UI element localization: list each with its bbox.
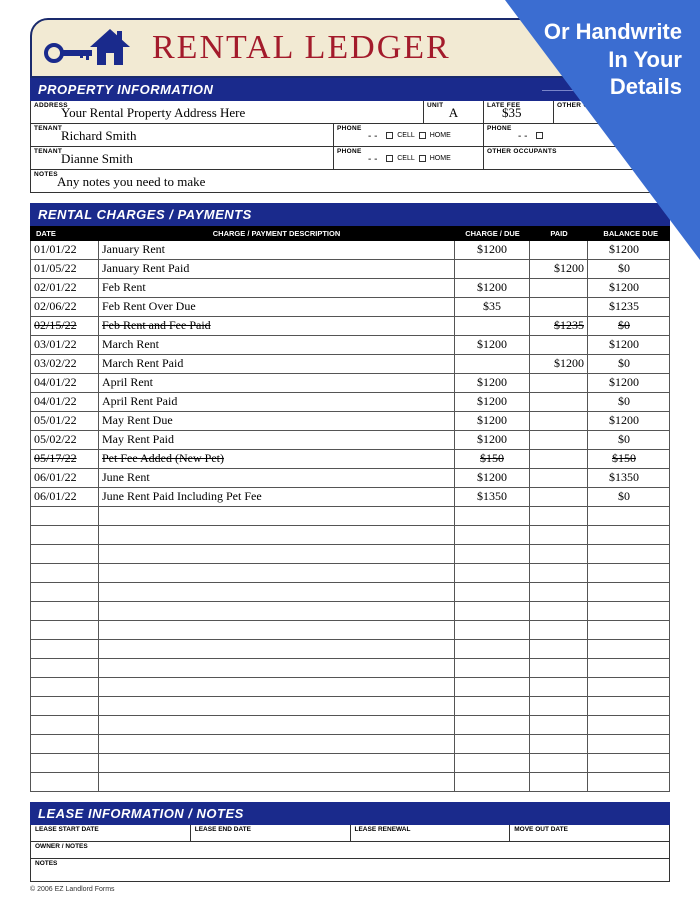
checkbox-cell2[interactable] bbox=[536, 132, 543, 139]
ledger-row: 06/01/22June Rent$1200$1350 bbox=[30, 469, 670, 488]
value-phone3: - - bbox=[368, 154, 377, 165]
value-tenant2: Dianne Smith bbox=[61, 151, 329, 167]
ledger-row-empty bbox=[30, 526, 670, 545]
ledger-row: 05/01/22May Rent Due$1200$1200 bbox=[30, 412, 670, 431]
ledger-row-empty bbox=[30, 716, 670, 735]
label-tenant1: TENANT bbox=[34, 125, 62, 132]
checkbox-home3[interactable] bbox=[419, 155, 426, 162]
ledger-row: 04/01/22April Rent$1200$1200 bbox=[30, 374, 670, 393]
ledger-row: 02/15/22Feb Rent and Fee Paid$1235$0 bbox=[30, 317, 670, 336]
lease-notes: NOTES bbox=[31, 859, 669, 881]
ledger-row-empty bbox=[30, 564, 670, 583]
ledger-row: 02/01/22Feb Rent$1200$1200 bbox=[30, 279, 670, 298]
ledger-row: 03/02/22March Rent Paid$1200$0 bbox=[30, 355, 670, 374]
lease-start: LEASE START DATE bbox=[31, 825, 191, 841]
copyright: © 2006 EZ Landlord Forms bbox=[30, 886, 670, 893]
value-phone2: - - bbox=[518, 131, 527, 142]
ledger-row-empty bbox=[30, 545, 670, 564]
ledger-row-empty bbox=[30, 735, 670, 754]
checkbox-cell1[interactable] bbox=[386, 132, 393, 139]
hdr-balance: BALANCE DUE bbox=[588, 229, 670, 238]
hdr-date: DATE bbox=[30, 229, 98, 238]
label-tenant2: TENANT bbox=[34, 148, 62, 155]
ledger-row: 05/02/22May Rent Paid$1200$0 bbox=[30, 431, 670, 450]
value-phone1: - - bbox=[368, 131, 377, 142]
ledger-row: 03/01/22March Rent$1200$1200 bbox=[30, 336, 670, 355]
ledger-row: 05/17/22Pet Fee Added (New Pet)$150$150 bbox=[30, 450, 670, 469]
section-lease: LEASE INFORMATION / NOTES bbox=[30, 802, 670, 825]
ledger-row: 01/01/22January Rent$1200$1200 bbox=[30, 241, 670, 260]
ledger-row-empty bbox=[30, 507, 670, 526]
property-info-table: ADDRESS Your Rental Property Address Her… bbox=[30, 101, 670, 193]
label-phone3: PHONE bbox=[337, 148, 362, 155]
ledger-row: 01/05/22January Rent Paid$1200$0 bbox=[30, 260, 670, 279]
label-phone2: PHONE bbox=[487, 125, 512, 132]
value-tenant1: Richard Smith bbox=[61, 128, 329, 144]
lease-renewal: LEASE RENEWAL bbox=[351, 825, 511, 841]
value-notes: Any notes you need to make bbox=[57, 174, 665, 190]
ledger-row-empty bbox=[30, 678, 670, 697]
label-occupants: OTHER OCCUPANTS bbox=[487, 148, 557, 155]
label-latefee: LATE FEE bbox=[487, 102, 520, 109]
ledger-row: 06/01/22June Rent Paid Including Pet Fee… bbox=[30, 488, 670, 507]
ledger-row-empty bbox=[30, 602, 670, 621]
page-title: RENTAL LEDGER bbox=[152, 29, 451, 67]
section-charges: RENTAL CHARGES / PAYMENTS bbox=[30, 203, 670, 226]
checkbox-cell3[interactable] bbox=[386, 155, 393, 162]
label-notes: NOTES bbox=[34, 171, 58, 178]
ledger-row: 02/06/22Feb Rent Over Due$35$1235 bbox=[30, 298, 670, 317]
lease-moveout: MOVE OUT DATE bbox=[510, 825, 669, 841]
ledger-row-empty bbox=[30, 773, 670, 792]
ledger-row-empty bbox=[30, 621, 670, 640]
value-address: Your Rental Property Address Here bbox=[61, 105, 419, 121]
lease-owner: OWNER / NOTES bbox=[31, 842, 669, 858]
hdr-charge: CHARGE / DUE bbox=[455, 229, 530, 238]
lease-info-table: LEASE START DATE LEASE END DATE LEASE RE… bbox=[30, 825, 670, 882]
ledger-row-empty bbox=[30, 697, 670, 716]
ledger-body: 01/01/22January Rent$1200$120001/05/22Ja… bbox=[30, 241, 670, 792]
ledger-row-empty bbox=[30, 754, 670, 773]
ledger-row: 04/01/22April Rent Paid$1200$0 bbox=[30, 393, 670, 412]
hdr-desc: CHARGE / PAYMENT DESCRIPTION bbox=[98, 229, 455, 238]
charges-header: DATE CHARGE / PAYMENT DESCRIPTION CHARGE… bbox=[30, 226, 670, 241]
label-address: ADDRESS bbox=[34, 102, 68, 109]
ledger-row-empty bbox=[30, 659, 670, 678]
lease-end: LEASE END DATE bbox=[191, 825, 351, 841]
label-unit: UNIT bbox=[427, 102, 443, 109]
hdr-paid: PAID bbox=[530, 229, 588, 238]
ledger-row-empty bbox=[30, 583, 670, 602]
checkbox-home1[interactable] bbox=[419, 132, 426, 139]
label-phone1: PHONE bbox=[337, 125, 362, 132]
key-house-logo bbox=[42, 23, 142, 73]
ledger-row-empty bbox=[30, 640, 670, 659]
